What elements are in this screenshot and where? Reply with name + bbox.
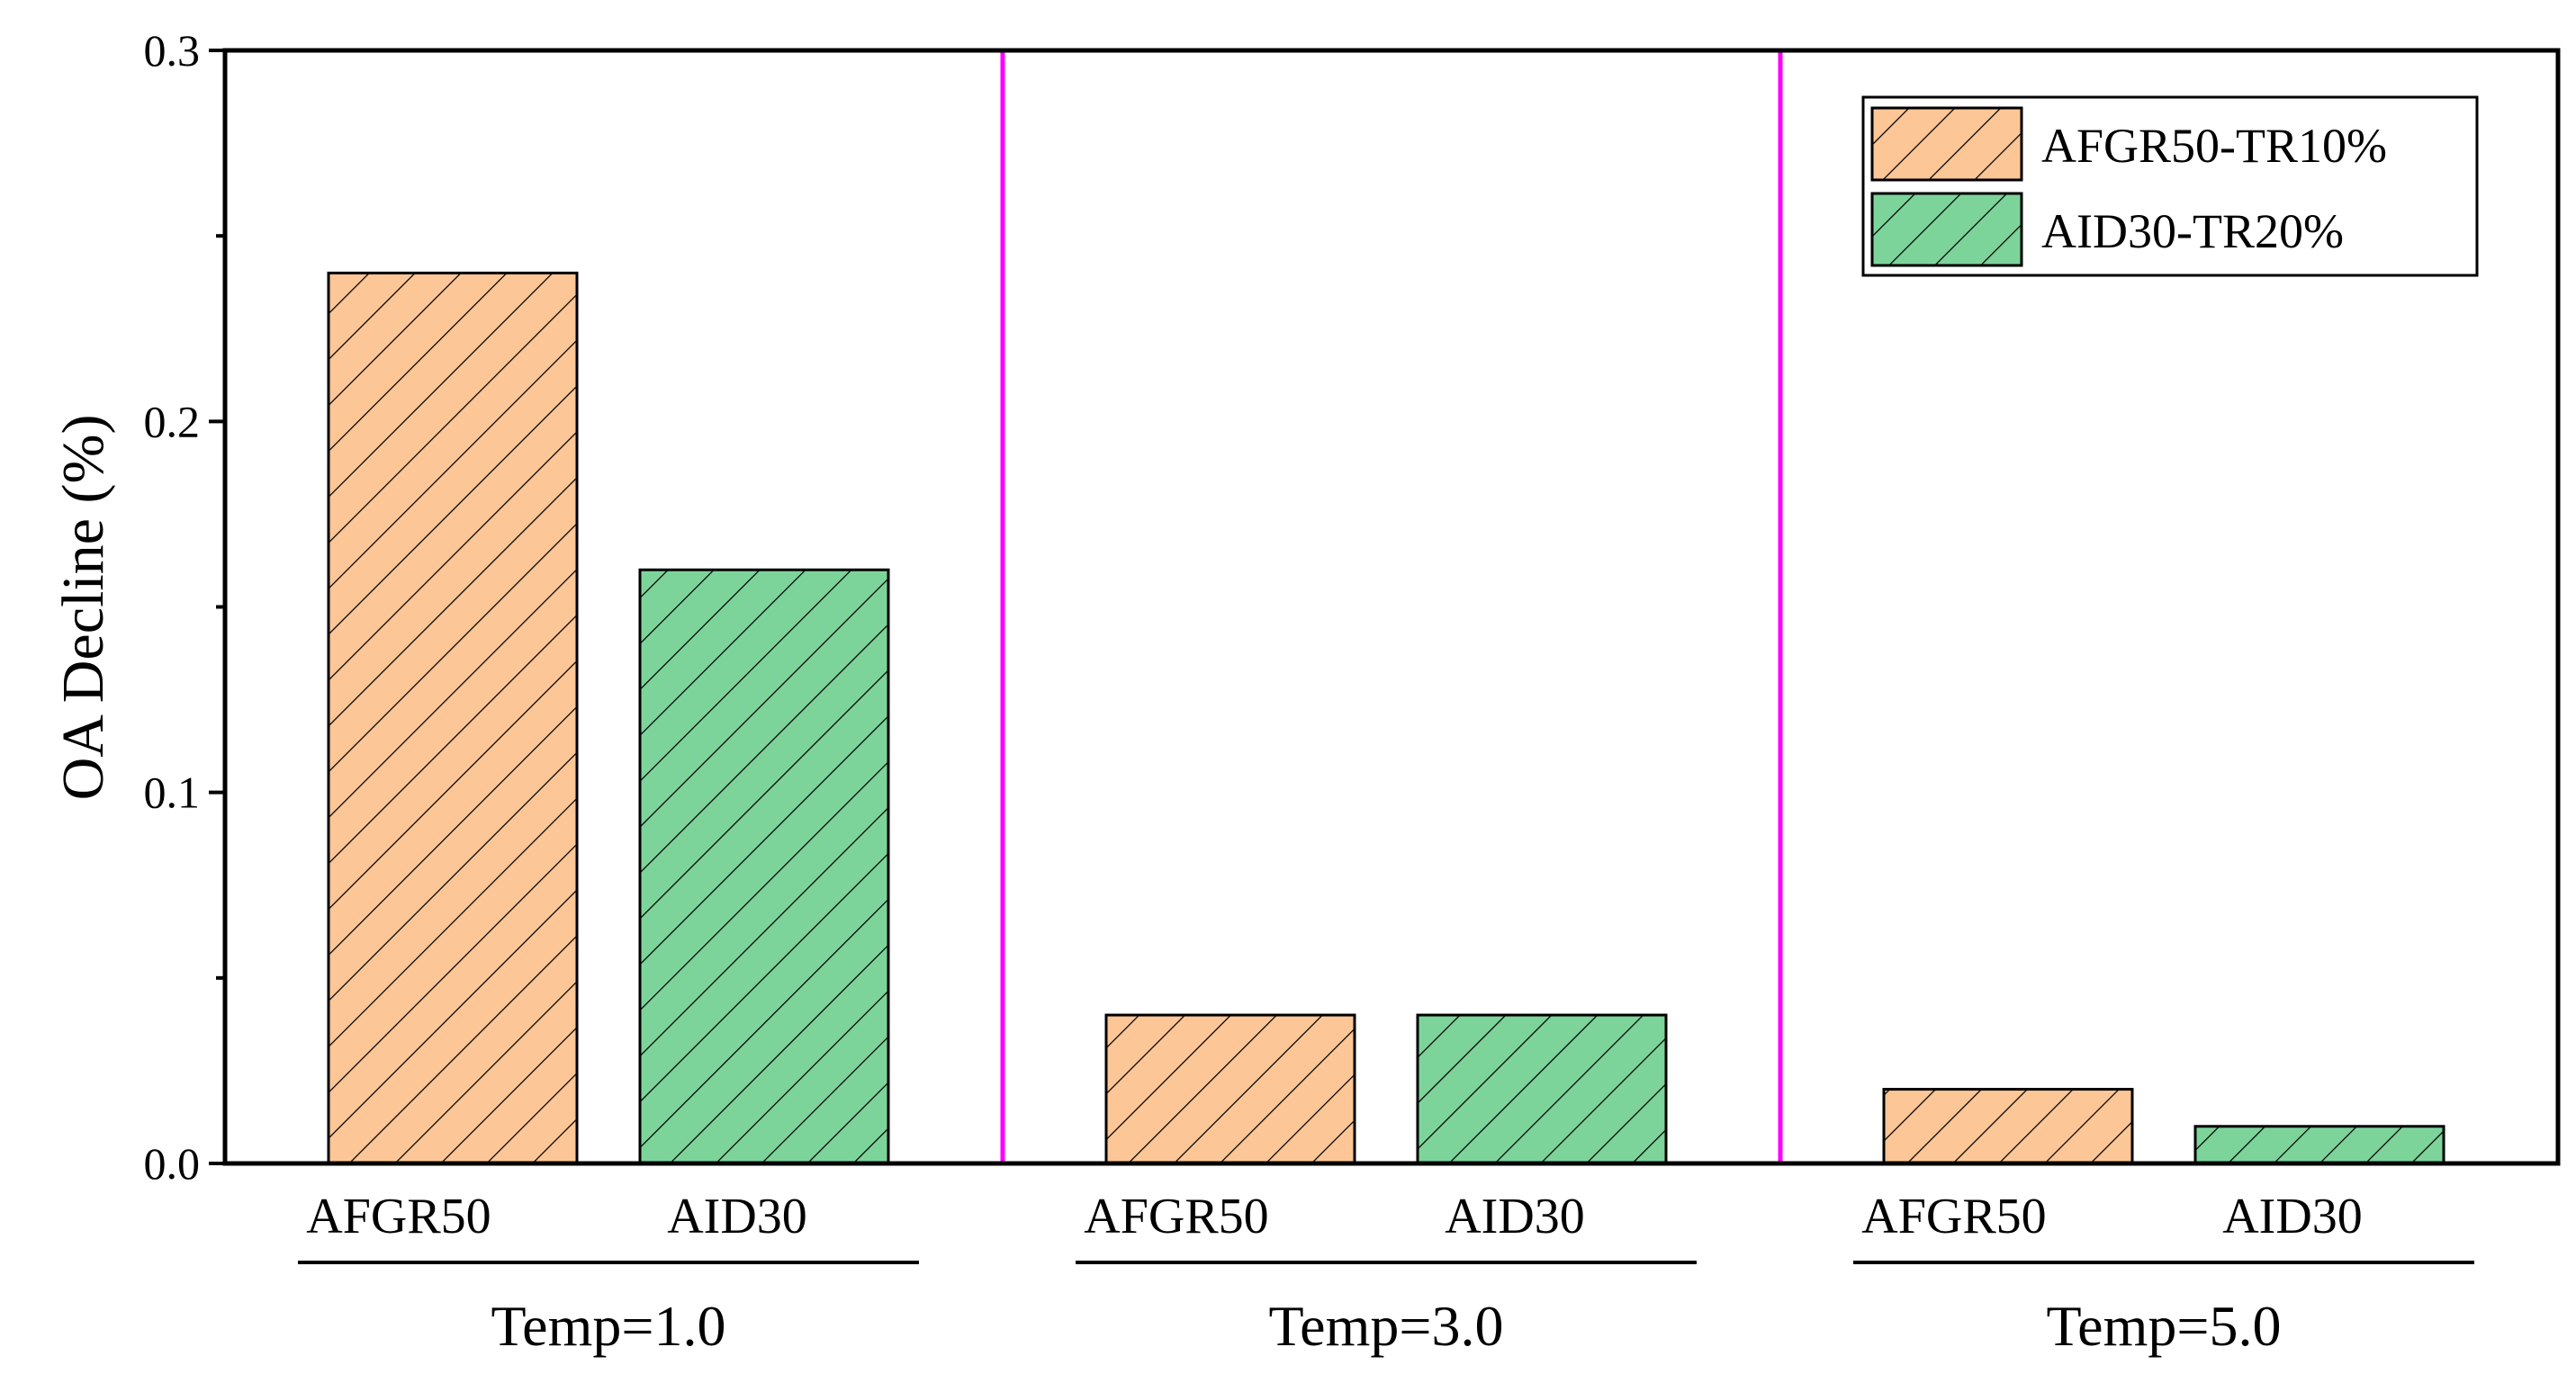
category-label-aid30: AID30 — [667, 1189, 807, 1244]
legend-label-aid30: AID30-TR20% — [2041, 204, 2344, 258]
y-tick-label: 0.1 — [144, 768, 201, 818]
bar-afgr50-group-3 — [1882, 1088, 2134, 1165]
y-tick-label: 0.0 — [144, 1138, 201, 1189]
bar-aid30-group-3 — [2193, 1125, 2445, 1165]
bars — [327, 271, 2445, 1165]
legend-label-afgr50: AFGR50-TR10% — [2041, 119, 2387, 173]
bar-aid30-group-2 — [1416, 1013, 1668, 1165]
group-label: Temp=3.0 — [1269, 1294, 1504, 1358]
category-label-aid30: AID30 — [1445, 1189, 1585, 1244]
category-label-afgr50: AFGR50 — [306, 1189, 491, 1244]
category-label-afgr50: AFGR50 — [1084, 1189, 1268, 1244]
y-axis-title: OA Decline (%) — [50, 415, 116, 801]
legend-swatch-afgr50 — [1870, 106, 2023, 182]
legend-swatch-aid30 — [1870, 192, 2023, 267]
category-label-aid30: AID30 — [2222, 1189, 2363, 1244]
y-axis: 0.0 0.1 0.2 0.3 — [144, 25, 225, 1189]
group-label: Temp=1.0 — [491, 1294, 726, 1358]
group-separators — [1000, 50, 1783, 1163]
bar-afgr50-group-2 — [1104, 1013, 1356, 1165]
y-tick-label: 0.3 — [144, 25, 201, 76]
bar-afgr50-group-1 — [327, 271, 579, 1165]
bar-aid30-group-1 — [638, 568, 890, 1165]
group-label: Temp=5.0 — [2047, 1294, 2282, 1358]
category-label-afgr50: AFGR50 — [1861, 1189, 2046, 1244]
y-tick-label: 0.2 — [144, 396, 201, 446]
legend: AFGR50-TR10% AID30-TR20% — [1861, 95, 2479, 277]
